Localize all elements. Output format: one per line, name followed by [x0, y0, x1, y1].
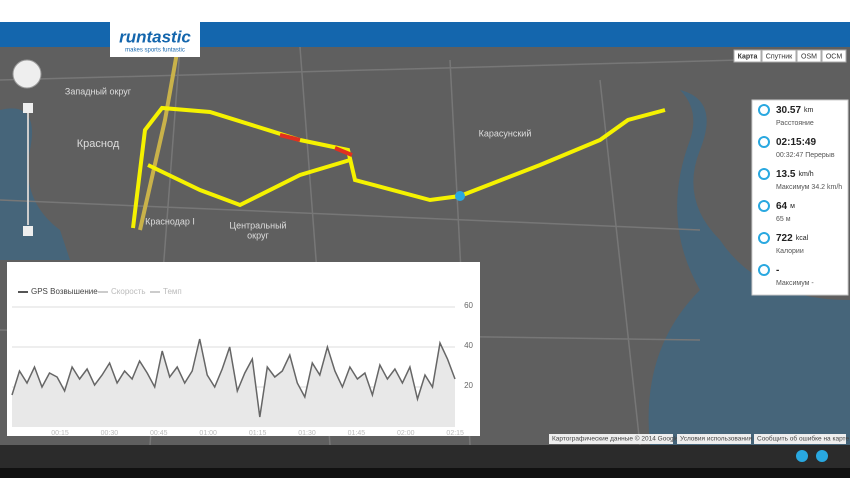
tagline: makes sports funtastic — [125, 48, 185, 54]
stat-value: 13.5 km/h — [776, 169, 814, 180]
x-tick-label: 01:15 — [249, 430, 267, 437]
logo: runtastic — [119, 27, 191, 46]
footer-text[interactable]: Сообщить об ошибке на карте — [757, 435, 849, 443]
stat-label: Калории — [776, 248, 804, 255]
map-place-label: Центральный — [229, 220, 286, 230]
x-tick-label: 01:30 — [298, 430, 316, 437]
footer-bg — [677, 434, 751, 444]
stat-value: 722 kcal — [776, 233, 809, 244]
status-bar — [0, 468, 850, 478]
x-tick-label: 01:00 — [199, 430, 217, 437]
map-type-button[interactable] — [821, 49, 847, 63]
map-place-label: Краснод — [77, 138, 120, 150]
elevation-area — [12, 339, 455, 427]
stat-icon — [758, 168, 770, 180]
stat-value: 02:15:49 — [776, 137, 816, 148]
route-fast — [279, 133, 353, 157]
stat-value: 30.57 km — [776, 105, 814, 116]
elevation-line — [11, 338, 456, 418]
logo-box — [110, 0, 200, 57]
map-type-button[interactable] — [761, 49, 797, 63]
stat-unit: km/h — [798, 171, 813, 178]
stat-label: 65 м — [776, 216, 791, 223]
y-tick-label: 40 — [464, 341, 473, 350]
stat-icon — [758, 264, 770, 276]
map-place-label: Карасунский — [479, 128, 532, 138]
y-tick-label: 20 — [464, 381, 473, 390]
position — [455, 191, 465, 201]
top-bar — [0, 0, 850, 22]
x-tick-label: 00:15 — [51, 430, 69, 437]
map-place-label: округ — [247, 230, 269, 240]
x-tick-label: 02:00 — [397, 430, 415, 437]
y-tick-label: 60 — [464, 301, 473, 310]
stat-icon — [758, 136, 770, 148]
stat-unit: kcal — [796, 235, 809, 242]
stat-number: 30.57 — [776, 105, 801, 116]
stat-unit: km — [804, 107, 814, 114]
stat-icon — [758, 104, 770, 116]
map-type-label: OSM — [801, 53, 817, 60]
zoom-out[interactable] — [23, 226, 33, 236]
map-place-label: Западный округ — [65, 86, 132, 96]
map-type-label: OCM — [826, 53, 843, 60]
stat-number: 13.5 — [776, 169, 796, 180]
pan-control[interactable] — [12, 59, 42, 89]
footer-bg — [754, 434, 846, 444]
route — [147, 158, 351, 208]
expand-icon[interactable] — [816, 450, 828, 462]
route — [131, 105, 666, 229]
map-place-label: Краснодар I — [145, 216, 195, 226]
river — [648, 90, 850, 445]
legend-label[interactable]: Темп — [163, 287, 182, 296]
stat-icon — [758, 200, 770, 212]
stat-number: - — [776, 265, 779, 276]
map-type-button[interactable] — [796, 49, 822, 63]
footer-text[interactable]: Условия использования — [680, 436, 753, 443]
roads — [0, 46, 741, 446]
map-type-label: Спутник — [766, 53, 793, 60]
settings-icon[interactable] — [796, 450, 808, 462]
footer-text: Картографические данные © 2014 Google — [552, 435, 679, 443]
stat-value: - — [776, 265, 779, 276]
stat-label: 00:32:47 Перерыв — [776, 152, 835, 159]
stat-number: 64 — [776, 201, 788, 212]
bottom-bar — [0, 445, 850, 468]
stat-number: 722 — [776, 233, 793, 244]
x-tick-label: 01:45 — [348, 430, 366, 437]
legend-label[interactable]: GPS Возвышение — [31, 287, 98, 296]
map-type-label: Карта — [738, 53, 758, 60]
highway — [138, 46, 180, 231]
stats-panel — [751, 99, 849, 296]
stat-unit: м — [790, 203, 795, 210]
stat-icon — [758, 232, 770, 244]
stat-value: 64 м — [776, 201, 795, 212]
x-tick-label: 02:15 — [446, 430, 464, 437]
x-tick-label: 00:30 — [101, 430, 119, 437]
stat-label: Максимум - — [776, 280, 814, 287]
stat-label: Расстояние — [776, 120, 814, 127]
stat-label: Максимум 34.2 km/h — [776, 184, 842, 191]
x-tick-label: 00:45 — [150, 430, 168, 437]
zoom-slider[interactable] — [27, 113, 29, 225]
footer-bg — [549, 434, 673, 444]
river — [0, 108, 70, 260]
legend-label[interactable]: Скорость — [111, 287, 146, 296]
zoom-in[interactable] — [23, 103, 33, 113]
map-type-button[interactable] — [733, 49, 762, 63]
stat-number: 02:15:49 — [776, 137, 816, 148]
